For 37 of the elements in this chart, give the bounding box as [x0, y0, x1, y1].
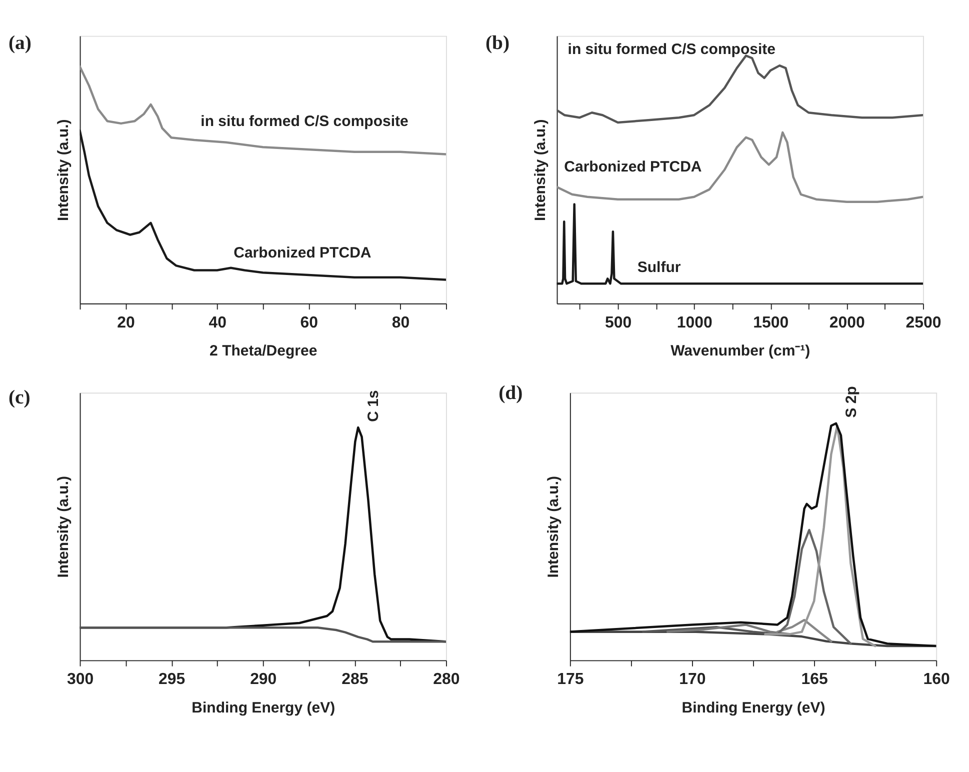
x-tick-label: 2500	[906, 314, 942, 332]
series-label: Carbonized PTCDA	[564, 158, 702, 176]
x-axis-title: Binding Energy (eV)	[192, 699, 336, 716]
x-tick-label: 1000	[676, 314, 712, 332]
chart-title: (a)	[8, 32, 32, 54]
series-label: Carbonized PTCDA	[234, 244, 372, 262]
x-tick-label: 165	[801, 671, 828, 688]
y-axis-title: Intensity (a.u.)	[532, 119, 550, 221]
x-tick-label: 500	[604, 314, 632, 332]
x-tick-label: 40	[208, 314, 227, 332]
x-tick-label: 1500	[753, 314, 789, 332]
x-tick-label: 2000	[829, 314, 866, 332]
x-tick-label: 280	[433, 671, 460, 688]
annotation: S 2p	[842, 386, 860, 418]
x-tick-label: 170	[679, 671, 706, 688]
x-tick-label: 20	[117, 314, 136, 332]
y-axis-title: Intensity (a.u.)	[545, 476, 562, 578]
series-label: Sulfur	[637, 258, 681, 276]
x-tick-label: 60	[300, 314, 318, 332]
x-tick-label: 285	[342, 671, 368, 688]
series-label: in situ formed C/S composite	[200, 113, 408, 130]
chart-title: (c)	[8, 386, 30, 408]
x-tick-label: 295	[158, 671, 186, 688]
y-axis-title: Intensity (a.u.)	[55, 476, 72, 578]
chart-title: (d)	[498, 382, 523, 404]
x-tick-label: 300	[66, 671, 94, 688]
x-tick-label: 290	[250, 671, 277, 688]
x-axis-title: 2 Theta/Degree	[210, 342, 318, 360]
x-tick-label: 175	[557, 671, 584, 688]
annotation: C 1s	[364, 390, 382, 422]
x-tick-label: 160	[923, 671, 950, 688]
x-axis-title: Wavenumber (cm⁻¹)	[670, 342, 810, 360]
chart-title: (b)	[485, 32, 510, 54]
x-axis-title: Binding Energy (eV)	[682, 699, 826, 716]
series-label: in situ formed C/S composite	[568, 40, 776, 58]
y-axis-title: Intensity (a.u.)	[55, 119, 72, 221]
x-tick-label: 80	[392, 314, 410, 332]
